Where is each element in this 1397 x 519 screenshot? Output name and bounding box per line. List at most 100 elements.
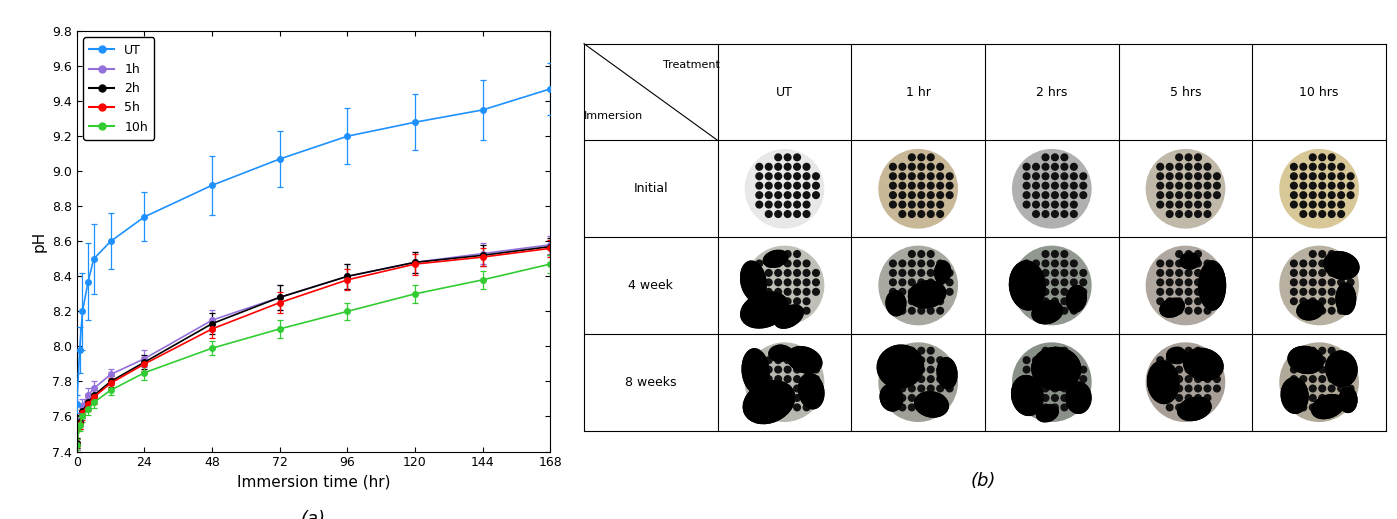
Circle shape: [1166, 192, 1173, 198]
Circle shape: [1329, 279, 1336, 285]
Circle shape: [1214, 376, 1220, 383]
Circle shape: [1329, 269, 1336, 276]
Circle shape: [1166, 163, 1173, 170]
Circle shape: [1214, 279, 1220, 285]
Ellipse shape: [915, 392, 949, 417]
Circle shape: [1214, 366, 1220, 373]
Circle shape: [1080, 376, 1087, 383]
Circle shape: [1204, 404, 1211, 411]
Circle shape: [1042, 163, 1049, 170]
Circle shape: [1185, 269, 1192, 276]
Text: 4 week: 4 week: [629, 279, 673, 292]
Circle shape: [1080, 366, 1087, 373]
Ellipse shape: [763, 250, 788, 267]
Circle shape: [756, 298, 763, 305]
Circle shape: [1301, 298, 1306, 305]
Circle shape: [1062, 298, 1067, 305]
Circle shape: [1042, 347, 1049, 354]
Circle shape: [1080, 192, 1087, 198]
Ellipse shape: [886, 291, 905, 316]
Circle shape: [1157, 192, 1164, 198]
X-axis label: Immersion time (hr): Immersion time (hr): [236, 475, 390, 490]
Circle shape: [1176, 394, 1182, 401]
Circle shape: [1338, 173, 1344, 180]
Circle shape: [1319, 385, 1326, 392]
Circle shape: [1291, 289, 1298, 295]
Circle shape: [1023, 163, 1030, 170]
Circle shape: [1347, 366, 1354, 373]
Circle shape: [1204, 394, 1211, 401]
Circle shape: [1176, 154, 1182, 161]
Circle shape: [1157, 385, 1164, 392]
Circle shape: [1070, 298, 1077, 305]
Circle shape: [1309, 260, 1316, 267]
Circle shape: [1032, 201, 1039, 208]
Circle shape: [1214, 385, 1220, 392]
Circle shape: [803, 289, 810, 295]
Circle shape: [756, 394, 763, 401]
Circle shape: [1291, 163, 1298, 170]
Circle shape: [1042, 251, 1049, 257]
Circle shape: [1185, 347, 1192, 354]
Circle shape: [1204, 366, 1211, 373]
Circle shape: [928, 404, 935, 411]
Circle shape: [1080, 289, 1087, 295]
Circle shape: [1301, 211, 1306, 217]
Circle shape: [775, 404, 781, 411]
Text: (a): (a): [300, 510, 326, 519]
Circle shape: [946, 192, 953, 198]
Circle shape: [890, 298, 897, 305]
Circle shape: [1185, 192, 1192, 198]
Circle shape: [756, 279, 763, 285]
Circle shape: [1194, 192, 1201, 198]
Circle shape: [1204, 192, 1211, 198]
Circle shape: [1309, 201, 1316, 208]
Circle shape: [937, 394, 943, 401]
Circle shape: [1204, 298, 1211, 305]
Circle shape: [1070, 385, 1077, 392]
Circle shape: [1301, 394, 1306, 401]
Circle shape: [775, 251, 781, 257]
Circle shape: [793, 307, 800, 314]
Circle shape: [879, 247, 957, 324]
Circle shape: [937, 269, 943, 276]
Circle shape: [1291, 192, 1298, 198]
Circle shape: [756, 289, 763, 295]
Ellipse shape: [1011, 376, 1044, 415]
Circle shape: [908, 376, 915, 383]
Circle shape: [1194, 298, 1201, 305]
Text: (b): (b): [971, 472, 996, 490]
Circle shape: [890, 269, 897, 276]
Circle shape: [803, 192, 810, 198]
Circle shape: [1070, 269, 1077, 276]
Circle shape: [1291, 279, 1298, 285]
Circle shape: [908, 201, 915, 208]
Circle shape: [1329, 182, 1336, 189]
Circle shape: [946, 385, 953, 392]
Circle shape: [890, 173, 897, 180]
Circle shape: [908, 298, 915, 305]
Circle shape: [756, 385, 763, 392]
Circle shape: [1280, 149, 1358, 228]
Circle shape: [1319, 298, 1326, 305]
Circle shape: [1185, 307, 1192, 314]
Circle shape: [908, 357, 915, 363]
Circle shape: [918, 279, 925, 285]
Circle shape: [1319, 211, 1326, 217]
Circle shape: [793, 201, 800, 208]
Circle shape: [1157, 269, 1164, 276]
Circle shape: [1042, 357, 1049, 363]
Circle shape: [1329, 404, 1336, 411]
Circle shape: [1204, 279, 1211, 285]
Circle shape: [1185, 201, 1192, 208]
Circle shape: [900, 163, 905, 170]
Circle shape: [937, 404, 943, 411]
Circle shape: [1052, 251, 1059, 257]
Circle shape: [937, 182, 943, 189]
Circle shape: [1329, 201, 1336, 208]
Circle shape: [908, 347, 915, 354]
Circle shape: [1185, 385, 1192, 392]
Circle shape: [1194, 201, 1201, 208]
Circle shape: [908, 163, 915, 170]
Circle shape: [1194, 154, 1201, 161]
